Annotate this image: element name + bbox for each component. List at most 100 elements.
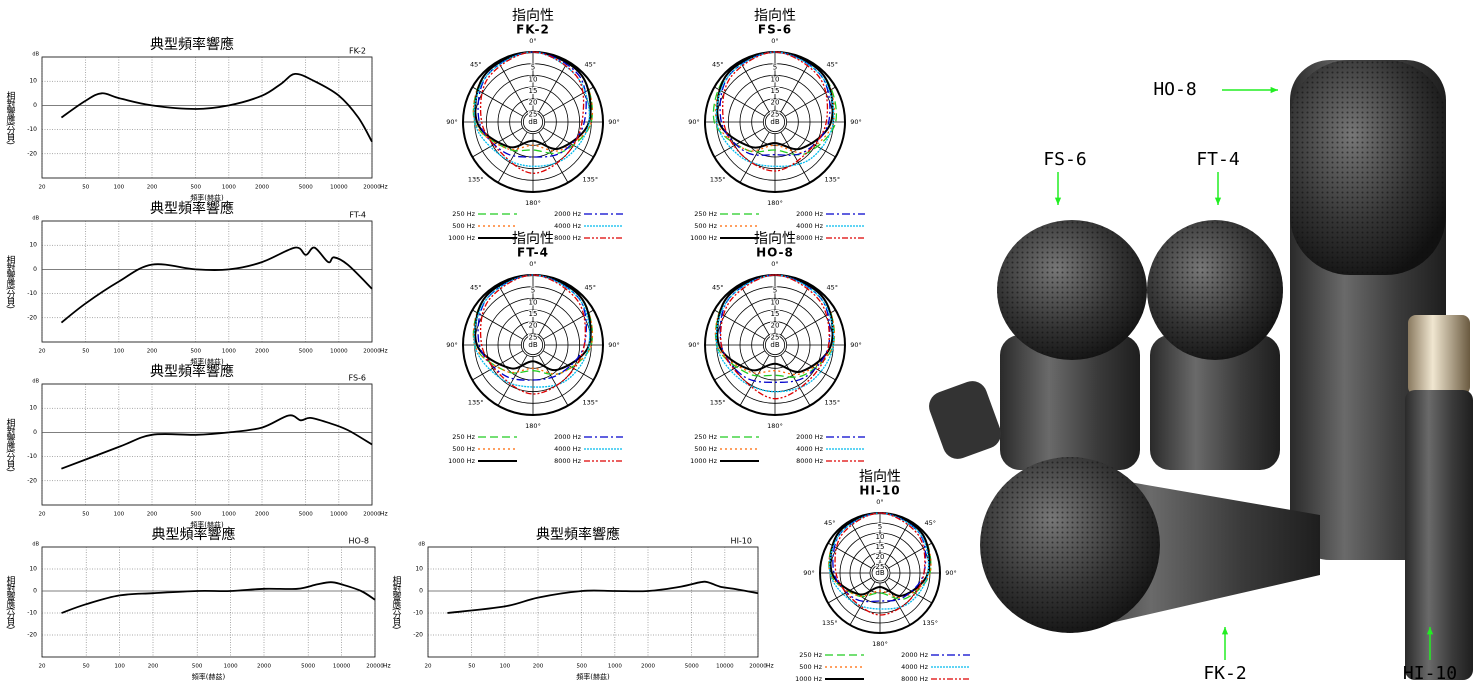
y-tick-label: 0 (33, 102, 37, 109)
y-unit: dB (32, 216, 39, 222)
angle-label: 180° (525, 422, 541, 430)
x-axis-label: 頻率(赫茲) (576, 672, 610, 681)
ring-label: 20 (876, 553, 885, 561)
arrow-head (1055, 198, 1061, 205)
chart-title: 典型頻率響應 (150, 363, 234, 380)
legend-label: 2000 Hz (796, 433, 823, 441)
plot-frame (42, 57, 372, 178)
photo-label: HO-8 (1153, 79, 1196, 100)
x-tick-label: 100 (114, 349, 125, 355)
angle-label: 45° (827, 61, 839, 69)
angle-label: 135° (582, 175, 598, 183)
angle-label: 135° (824, 175, 840, 183)
plot-frame (428, 547, 758, 657)
x-unit: Hz (380, 184, 388, 191)
angle-label: 45° (470, 61, 482, 69)
ring-label: 5 (773, 64, 777, 72)
x-tick-label: 20 (39, 349, 46, 355)
angle-label: 90° (688, 118, 700, 126)
ft4-grille-mesh (1147, 220, 1283, 360)
r-unit: dB (770, 118, 779, 126)
x-tick-label: 2000 (255, 185, 269, 191)
y-tick-label: -20 (27, 632, 37, 639)
angle-label: 90° (850, 341, 862, 349)
fs6-grille-mesh (997, 220, 1147, 360)
x-tick-label: 2000 (255, 349, 269, 355)
ring-label: 15 (529, 87, 538, 95)
model-label: FS-6 (348, 374, 366, 383)
arrow-head (1271, 87, 1278, 93)
angle-label: 0° (771, 37, 778, 45)
x-tick-label: 20000 (363, 349, 381, 355)
x-unit: Hz (383, 663, 391, 670)
model-label: FT-4 (349, 211, 366, 220)
model-label: FS-6 (758, 23, 792, 37)
x-tick-label: 500 (577, 664, 588, 670)
y-tick-label: 10 (29, 405, 37, 412)
x-tick-label: 50 (82, 349, 89, 355)
angle-label: 90° (945, 569, 957, 577)
ring-label: 15 (771, 87, 780, 95)
fk2-grille-mesh (980, 457, 1160, 633)
angle-label: 45° (924, 519, 936, 527)
legend-label: 8000 Hz (796, 234, 823, 242)
angle-label: 135° (710, 175, 726, 183)
y-axis-label: 相對響應(分貝) (391, 574, 402, 629)
angle-label: 135° (922, 619, 938, 627)
x-axis-label: 頻率(赫茲) (192, 672, 226, 681)
y-tick-label: 10 (415, 566, 423, 573)
angle-label: 45° (712, 61, 724, 69)
legend-label: 250 Hz (799, 651, 822, 659)
legend-label: 1000 Hz (690, 234, 717, 242)
angle-label: 90° (803, 569, 815, 577)
y-unit: dB (32, 379, 39, 385)
legend-label: 4000 Hz (554, 445, 581, 453)
x-tick-label: 50 (82, 185, 89, 191)
legend-label: 250 Hz (452, 433, 475, 441)
x-tick-label: 20000 (749, 664, 767, 670)
x-tick-label: 10000 (330, 185, 348, 191)
angle-label: 90° (688, 341, 700, 349)
photo: HO-8FS-6FT-4FK-2HI-10 (925, 60, 1473, 684)
angle-label: 45° (824, 519, 836, 527)
ring-label: 15 (771, 310, 780, 318)
photo-label: FT-4 (1196, 149, 1239, 170)
model-label: HO-8 (348, 537, 369, 546)
x-tick-label: 50 (468, 664, 475, 670)
x-tick-label: 20000 (363, 185, 381, 191)
angle-label: 45° (585, 284, 597, 292)
angle-label: 0° (529, 260, 536, 268)
y-tick-label: 10 (29, 78, 37, 85)
legend-label: 4000 Hz (901, 663, 928, 671)
y-unit: dB (32, 542, 39, 548)
y-unit: dB (32, 52, 39, 58)
ring-label: 10 (771, 298, 780, 306)
legend-label: 1000 Hz (448, 457, 475, 465)
angle-label: 180° (767, 199, 783, 207)
x-tick-label: 2000 (257, 664, 271, 670)
model-label: HI-10 (731, 537, 752, 546)
x-tick-label: 50 (82, 512, 89, 518)
angle-label: 45° (827, 284, 839, 292)
x-tick-label: 100 (500, 664, 511, 670)
clip (925, 377, 1005, 463)
x-unit: Hz (380, 511, 388, 518)
angle-label: 0° (771, 260, 778, 268)
angle-label: 0° (876, 498, 883, 506)
hi10-connector (1408, 315, 1470, 395)
x-tick-label: 100 (114, 185, 125, 191)
y-tick-label: -10 (27, 126, 37, 133)
photo-label: FS-6 (1043, 149, 1086, 170)
r-unit: dB (528, 341, 537, 349)
page: HO-8FS-6FT-4FK-2HI-10 典型頻率響應FK-2dB相對響應(分… (0, 0, 1479, 686)
chart-title: 典型頻率響應 (152, 526, 236, 543)
y-tick-label: -10 (27, 610, 37, 617)
ring-label: 5 (531, 287, 535, 295)
ring-label: 10 (771, 75, 780, 83)
model-label: FK-2 (349, 47, 366, 56)
legend-label: 1000 Hz (795, 675, 822, 683)
angle-label: 135° (468, 398, 484, 406)
plot-frame (42, 384, 372, 505)
x-tick-label: 10000 (333, 664, 351, 670)
legend-label: 4000 Hz (796, 222, 823, 230)
